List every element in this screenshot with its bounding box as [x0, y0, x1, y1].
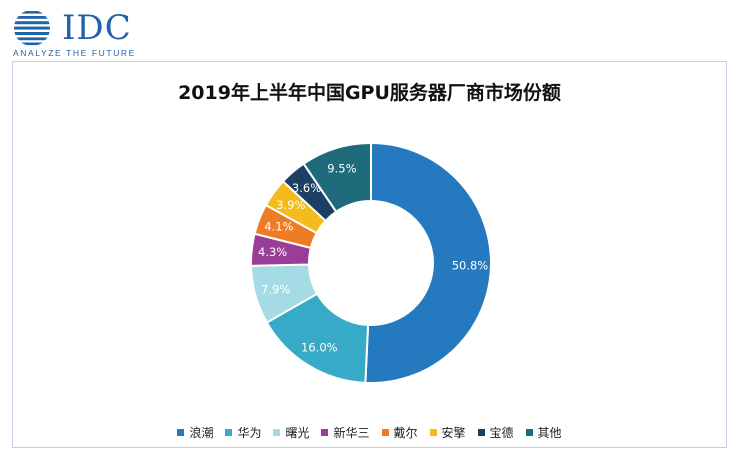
- legend-label-0: 浪潮: [189, 426, 214, 440]
- legend-item-7: 其他: [525, 424, 562, 441]
- idc-logo: IDC ANALYZE THE FUTURE: [12, 8, 152, 58]
- chart-title: 2019年上半年中国GPU服务器厂商市场份额: [178, 82, 561, 104]
- legend-swatch-6: [477, 429, 485, 436]
- idc-globe-icon: [14, 11, 50, 46]
- legend-label-7: 其他: [537, 426, 562, 440]
- slice-label-3: 4.3%: [258, 245, 287, 259]
- slice-7: [302, 141, 372, 214]
- legend-label-5: 安擎: [441, 426, 466, 440]
- legend-label-4: 戴尔: [393, 426, 418, 440]
- legend-item-6: 宝德: [477, 424, 514, 441]
- legend-item-4: 戴尔: [381, 424, 418, 441]
- legend-swatch-5: [429, 429, 437, 436]
- legend-swatch-1: [225, 429, 233, 436]
- legend-swatch-0: [177, 429, 185, 436]
- legend-label-2: 曙光: [285, 426, 310, 440]
- legend-swatch-3: [321, 429, 329, 436]
- slice-label-2: 7.9%: [261, 283, 290, 297]
- legend-swatch-2: [273, 429, 281, 436]
- legend-item-5: 安擎: [429, 424, 466, 441]
- legend-item-3: 新华三: [321, 424, 370, 441]
- legend-item-0: 浪潮: [177, 424, 213, 441]
- legend-swatch-7: [525, 429, 533, 436]
- slice-label-1: 16.0%: [301, 340, 338, 354]
- slice-label-6: 3.6%: [292, 181, 321, 195]
- slice-label-4: 4.1%: [264, 220, 293, 234]
- logo-wordmark: IDC: [62, 8, 132, 48]
- logo-tagline: ANALYZE THE FUTURE: [13, 48, 136, 58]
- slice-0: [364, 141, 492, 384]
- legend-label-6: 宝德: [489, 426, 514, 440]
- donut-chart: 50.8% 16.0% 7.9% 4.3% 4.1% 3.9% 3.6% 9.5%: [250, 141, 492, 384]
- legend-label-1: 华为: [237, 426, 262, 440]
- chart-legend: 浪潮 华为 曙光 新华三 戴尔 安擎 宝德 其他: [13, 424, 726, 441]
- legend-swatch-4: [381, 429, 389, 436]
- legend-item-1: 华为: [225, 424, 261, 441]
- legend-label-3: 新华三: [333, 426, 370, 440]
- slice-label-0: 50.8%: [452, 258, 489, 272]
- chart-panel: 2019年上半年中国GPU服务器厂商市场份额 50.8% 16.0% 7.9% 4.3…: [12, 61, 727, 448]
- slice-label-7: 9.5%: [327, 161, 356, 175]
- slice-label-5: 3.9%: [276, 198, 305, 212]
- legend-item-2: 曙光: [273, 424, 309, 441]
